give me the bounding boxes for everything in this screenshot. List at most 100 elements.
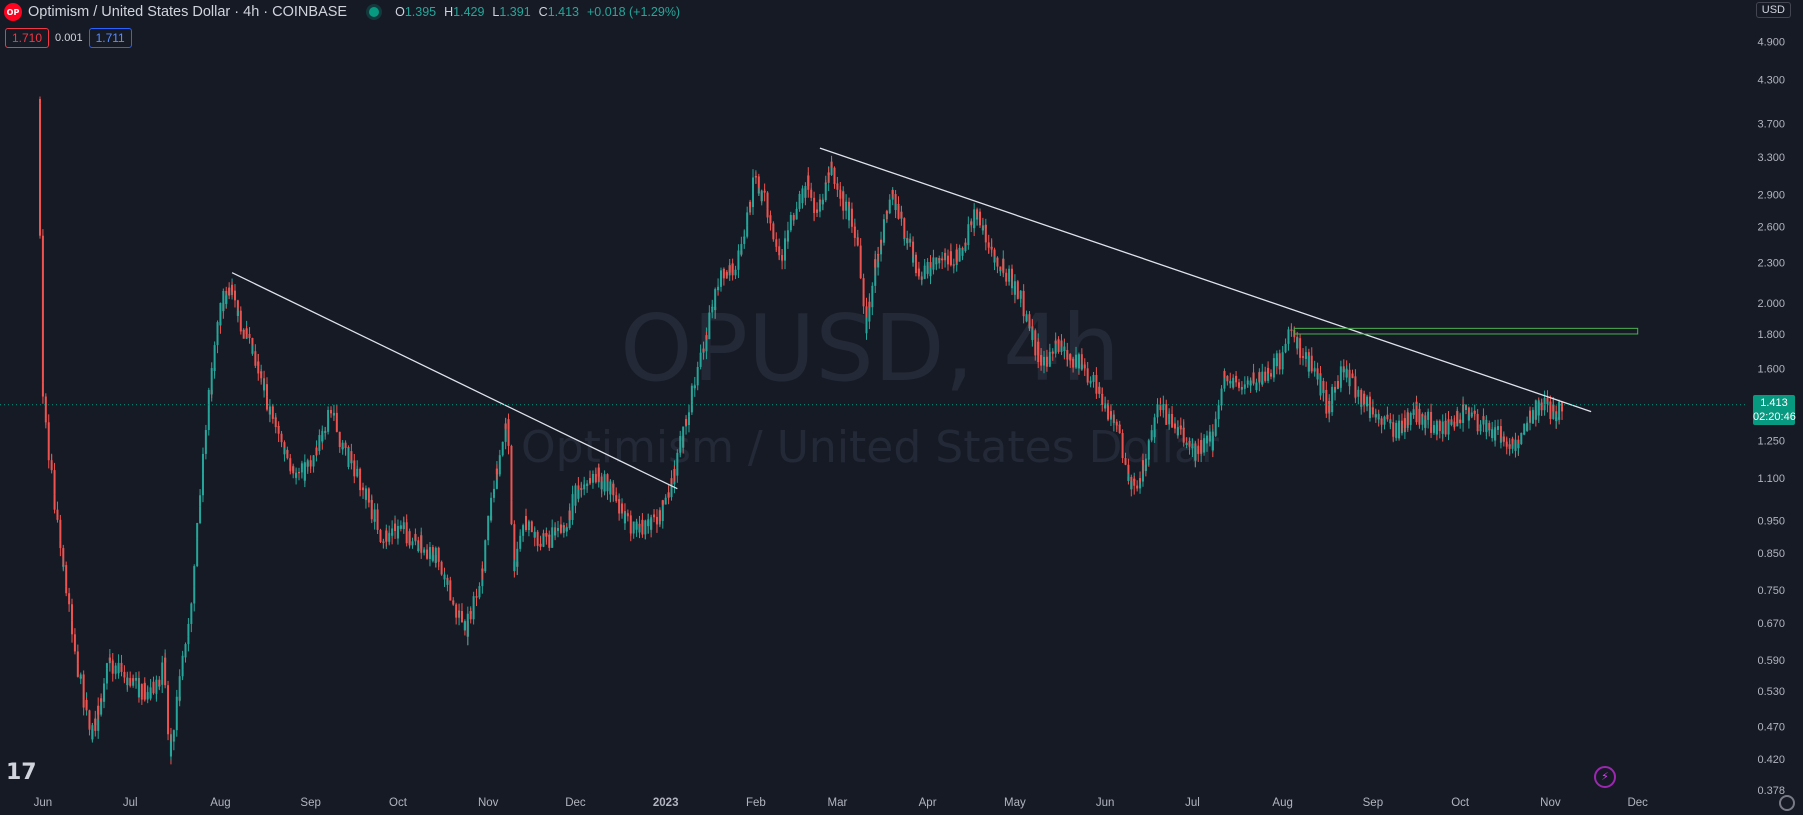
candle-body xyxy=(545,533,548,537)
candle-body xyxy=(1008,268,1011,280)
candle-body xyxy=(856,237,859,246)
candle-body xyxy=(1089,380,1092,383)
candle-body xyxy=(1357,390,1360,397)
candle-body xyxy=(1395,422,1398,438)
buy-button[interactable]: 1.711 xyxy=(88,28,132,48)
candle-body xyxy=(105,663,108,669)
candle-body xyxy=(1310,355,1313,361)
x-tick-label: Nov xyxy=(478,797,499,809)
candle-body xyxy=(591,474,594,483)
candle-body xyxy=(818,199,821,201)
candle-body xyxy=(1258,372,1261,381)
candle-body xyxy=(490,497,493,521)
candle-body xyxy=(318,435,321,447)
candle-body xyxy=(1488,429,1491,431)
lightning-icon[interactable]: ⚡ xyxy=(1594,766,1616,788)
candle-body xyxy=(597,467,600,477)
candle-body xyxy=(766,208,769,218)
candle-body xyxy=(877,253,880,255)
candle-body xyxy=(303,462,306,481)
candle-body xyxy=(1060,340,1063,347)
candle-body xyxy=(824,182,827,201)
candle-body xyxy=(653,514,656,517)
x-tick-label: Aug xyxy=(1272,797,1292,809)
candle-body xyxy=(757,192,760,194)
candle-body xyxy=(1016,281,1019,298)
candle-body xyxy=(952,264,955,266)
candle-body xyxy=(626,515,629,517)
candle-body xyxy=(370,500,373,520)
candle-body xyxy=(574,485,577,506)
candle-body xyxy=(944,252,947,256)
time-axis[interactable]: Jun Jul Aug Sep Oct Nov Dec 2023 Feb Mar Apr May Jun… xyxy=(34,797,1649,809)
candle-body xyxy=(1121,454,1124,459)
candle-body xyxy=(347,451,350,467)
candle-body xyxy=(1165,423,1168,425)
candle-body xyxy=(1144,458,1147,471)
candle-body xyxy=(1427,411,1430,418)
candle-body xyxy=(103,683,106,685)
candle-body xyxy=(1470,412,1473,417)
candle-body xyxy=(1051,351,1054,354)
candle-body xyxy=(1223,371,1226,389)
candle-body xyxy=(44,396,47,419)
candle-body xyxy=(929,269,932,277)
candle-body xyxy=(158,684,161,687)
candle-body xyxy=(132,678,135,686)
drawings[interactable] xyxy=(231,147,1639,490)
candle-body xyxy=(923,265,926,268)
candle-body xyxy=(434,547,437,563)
gear-icon[interactable] xyxy=(1779,795,1795,811)
candle-body xyxy=(379,529,382,540)
candle-body xyxy=(495,468,498,475)
candle-body xyxy=(932,257,935,268)
candle-body xyxy=(137,684,140,698)
currency-selector[interactable]: USD xyxy=(1755,2,1791,18)
candle-body xyxy=(79,674,82,679)
sell-button[interactable]: 1.710 xyxy=(5,28,50,48)
candle-body xyxy=(1261,371,1264,385)
candle-body xyxy=(725,272,728,276)
ohlc-values: O1.395 H1.429 L1.391 C1.413 +0.018 (+1.2… xyxy=(395,5,680,19)
candle-body xyxy=(772,226,775,240)
x-tick-label: 2023 xyxy=(653,797,679,809)
candle-body xyxy=(1511,438,1514,442)
candle-body xyxy=(129,683,132,686)
candle-body xyxy=(167,685,170,714)
candle-body xyxy=(711,306,714,313)
candle-body xyxy=(1281,366,1284,370)
candle-body xyxy=(888,199,891,209)
candle-body xyxy=(120,666,123,672)
candle-body xyxy=(466,613,469,637)
candle-body xyxy=(338,431,341,439)
candle-body xyxy=(359,475,362,491)
candle-body xyxy=(798,197,801,209)
candle-body xyxy=(1267,367,1270,381)
candle-body xyxy=(394,523,397,532)
candle-body xyxy=(586,483,589,486)
candle-body xyxy=(1392,432,1395,437)
candle-body xyxy=(1173,423,1176,429)
x-tick-label: Apr xyxy=(919,797,937,809)
candle-body xyxy=(1275,353,1278,367)
candle-body xyxy=(423,550,426,553)
candle-body xyxy=(114,665,117,669)
candle-body xyxy=(458,610,461,612)
candle-body xyxy=(1331,386,1334,409)
x-tick-label: May xyxy=(1004,797,1026,809)
candle-body xyxy=(1270,374,1273,377)
symbol-title[interactable]: Optimism / United States Dollar · 4h · C… xyxy=(28,4,348,20)
candle-body xyxy=(1147,440,1150,459)
ohlc-change: +0.018 (+1.29%) xyxy=(586,5,681,19)
candle-body xyxy=(539,543,542,547)
candle-body xyxy=(551,527,554,534)
candle-body xyxy=(437,558,440,562)
y-tick-label: 0.420 xyxy=(1757,754,1785,766)
candle-body xyxy=(705,335,708,340)
candle-body xyxy=(1168,414,1171,420)
candle-body xyxy=(813,197,816,212)
tradingview-logo-icon[interactable]: 17 xyxy=(6,760,37,785)
candle-body xyxy=(1520,436,1523,445)
price-axis[interactable]: 4.900 4.300 3.700 3.300 2.900 2.600 2.300 2.000… xyxy=(1757,36,1785,797)
